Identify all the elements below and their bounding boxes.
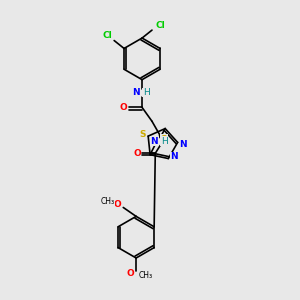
Text: O: O xyxy=(120,103,127,112)
Text: N: N xyxy=(132,88,140,97)
Text: N: N xyxy=(179,140,187,149)
Text: H: H xyxy=(143,88,149,97)
Text: N: N xyxy=(151,137,158,146)
Text: Cl: Cl xyxy=(102,31,112,40)
Text: O: O xyxy=(127,269,135,278)
Text: H: H xyxy=(161,137,168,146)
Text: N: N xyxy=(170,152,178,161)
Text: CH₃: CH₃ xyxy=(100,197,115,206)
Text: S: S xyxy=(140,130,146,139)
Text: O: O xyxy=(114,200,122,209)
Text: Cl: Cl xyxy=(155,21,165,30)
Text: CH₃: CH₃ xyxy=(139,271,153,280)
Text: S: S xyxy=(160,135,167,144)
Text: O: O xyxy=(133,149,141,158)
